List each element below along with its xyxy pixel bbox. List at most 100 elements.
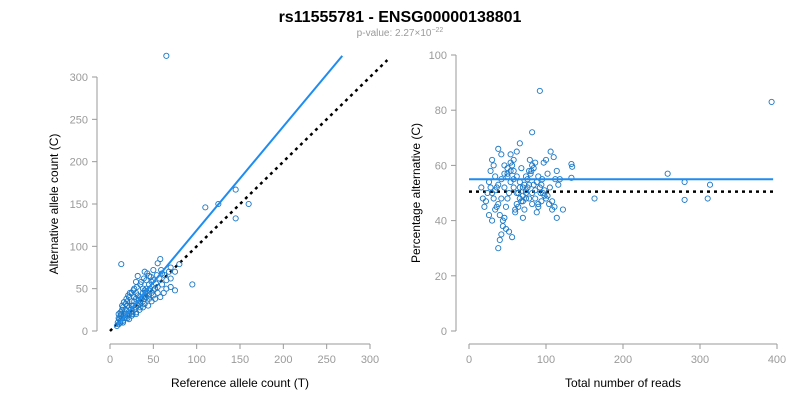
data-point	[521, 206, 528, 213]
data-point	[549, 206, 556, 213]
data-point	[165, 268, 172, 275]
data-point	[496, 236, 503, 243]
data-point	[136, 306, 143, 313]
data-point	[495, 181, 502, 188]
data-point	[484, 189, 491, 197]
data-point	[189, 281, 196, 288]
data-point	[495, 145, 502, 152]
left-x-tick-label: 200	[274, 354, 292, 366]
data-point	[140, 275, 147, 282]
data-point	[115, 311, 122, 318]
data-point	[141, 300, 148, 307]
data-point	[148, 298, 155, 305]
data-point	[130, 302, 137, 309]
right-x-tick-label: 100	[537, 354, 555, 366]
left-x-axis: 0 50 100 150 200 250 300	[107, 343, 379, 366]
data-point	[498, 231, 505, 238]
data-point	[530, 165, 537, 172]
chart-title: rs11555781 - ENSG00000138801	[279, 9, 522, 26]
data-point	[546, 184, 553, 191]
data-point	[664, 170, 671, 177]
right-y-tick-label: 40	[435, 216, 447, 228]
data-point	[512, 209, 519, 216]
data-point	[493, 203, 500, 210]
left-y-tick-label: 100	[70, 241, 88, 253]
data-point	[163, 52, 170, 59]
left-y-tick-label: 200	[70, 157, 88, 169]
right-y-tick-label: 100	[429, 50, 447, 62]
data-point	[147, 273, 154, 280]
data-point	[144, 270, 151, 277]
data-point	[505, 228, 513, 235]
right-y-tick-label: 0	[441, 326, 447, 338]
data-point	[550, 154, 557, 161]
data-point	[526, 156, 533, 163]
data-point	[126, 316, 133, 323]
data-point	[544, 170, 551, 177]
data-point	[232, 186, 239, 193]
left-panel-allele-counts: 0 50 100 150 200 250 300 0 50 100 150 200 250 300 Refe…	[47, 52, 389, 390]
data-point	[526, 181, 533, 188]
data-point	[154, 289, 161, 296]
right-x-tick-label: 200	[614, 354, 632, 366]
data-point	[154, 283, 161, 291]
pvalue-prefix: p-value: 2.27×10	[357, 28, 432, 39]
right-x-axis: 0 100 200 300 400	[466, 343, 786, 366]
data-point	[171, 268, 179, 275]
left-x-tick-label: 300	[361, 354, 379, 366]
data-point	[489, 217, 496, 224]
data-point	[161, 272, 168, 279]
data-point	[547, 148, 554, 155]
left-y-tick-label: 250	[70, 114, 88, 126]
data-point	[131, 294, 138, 301]
left-y-tick-label: 300	[70, 72, 88, 84]
data-point	[134, 272, 141, 280]
data-point	[485, 212, 493, 219]
data-point	[478, 184, 485, 191]
data-point	[130, 287, 137, 294]
left-y-tick-label: 150	[70, 199, 88, 211]
data-point	[492, 187, 499, 194]
left-x-tick-label: 100	[187, 354, 205, 366]
data-point	[154, 260, 161, 267]
data-point	[555, 181, 562, 188]
data-point	[529, 200, 536, 208]
data-point	[132, 278, 140, 285]
data-point	[501, 184, 508, 191]
data-point	[202, 204, 209, 211]
data-point	[167, 275, 174, 282]
data-point	[489, 156, 496, 163]
data-point	[510, 184, 517, 191]
data-point	[132, 311, 140, 318]
data-point	[498, 151, 505, 158]
pvalue-subtitle: p-value: 2.27×10−22	[357, 27, 444, 39]
data-point	[505, 189, 513, 197]
data-point	[504, 195, 511, 202]
data-point	[515, 203, 522, 210]
data-point	[157, 294, 164, 301]
data-point	[215, 200, 222, 208]
right-y-tick-label: 80	[435, 105, 447, 117]
data-point	[542, 195, 550, 202]
data-point	[681, 196, 688, 203]
data-point	[150, 266, 157, 274]
data-point	[495, 245, 502, 252]
data-point	[498, 195, 505, 202]
left-y-axis-title: Alternative allele count (C)	[47, 134, 61, 275]
data-point	[232, 215, 239, 222]
data-point	[118, 261, 125, 268]
data-point	[559, 206, 566, 213]
data-point	[507, 151, 514, 158]
data-point	[490, 195, 497, 202]
data-point	[145, 302, 152, 309]
data-point	[704, 195, 711, 202]
left-x-tick-label: 250	[317, 354, 335, 366]
data-point	[527, 170, 534, 177]
data-point	[245, 200, 252, 208]
data-point	[529, 129, 536, 136]
data-point	[519, 214, 526, 221]
right-x-tick-label: 300	[691, 354, 709, 366]
data-point	[553, 214, 560, 221]
data-point	[518, 165, 525, 172]
